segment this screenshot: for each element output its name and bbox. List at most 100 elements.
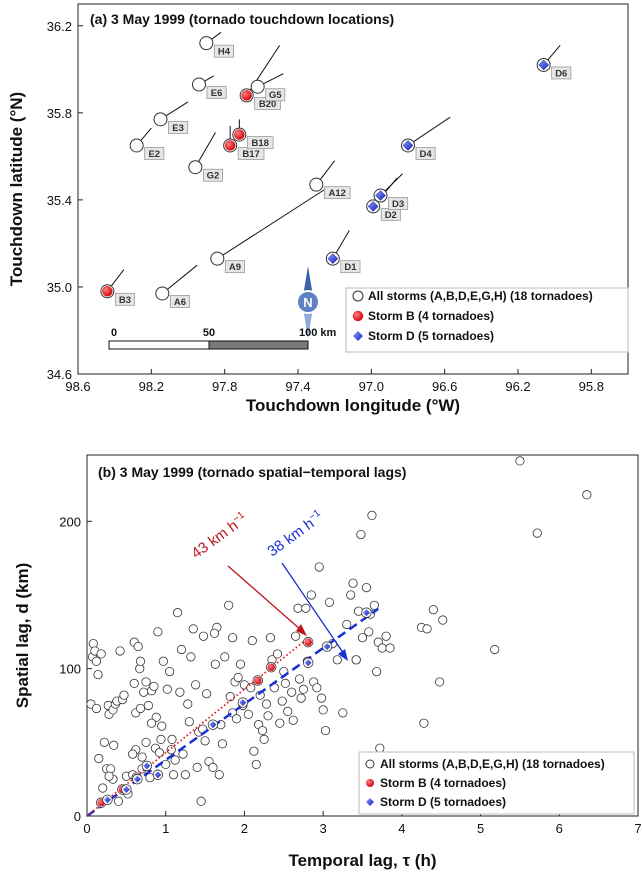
data-point-all (298, 684, 309, 694)
x-tick-label: 96.6 (432, 379, 457, 394)
data-point-all (217, 739, 227, 749)
point-label-box (144, 147, 165, 160)
data-point-all (435, 677, 445, 687)
compass-label: N (303, 295, 312, 310)
data-point-all (167, 734, 177, 744)
x-tick-label: 97.4 (285, 379, 310, 394)
legend-label: All storms (A,B,D,E,G,H) (18 tornadoes) (368, 289, 593, 303)
legend-box (358, 751, 635, 815)
legend-label: Storm B (4 tornadoes) (380, 776, 506, 790)
point-label-box (202, 168, 223, 182)
point-label-box (415, 147, 436, 160)
data-point-all (166, 745, 176, 755)
data-point-all (231, 714, 242, 724)
scale-bar-segment (108, 340, 210, 350)
scale-bar-label: 50 (203, 327, 215, 339)
x-tick-label: 97.8 (212, 379, 237, 394)
data-point-all (165, 666, 175, 677)
data-point-all (156, 734, 166, 744)
x-axis-label: Touchdown longitude (°W) (246, 396, 460, 415)
panel-a-location-map: 98.6 98.2 97.8 97.4 97.0 96.6 96.2 95.8 34.6 35.0… (7, 3, 629, 415)
point-label: E2 (148, 149, 160, 160)
data-point-all (186, 652, 196, 662)
data-point-all (422, 624, 432, 634)
legend-label: Storm B (4 tornadoes) (368, 309, 494, 323)
data-point-all (532, 528, 542, 538)
data-point-all (320, 725, 331, 736)
x-tick-label: 95.8 (579, 379, 604, 394)
point-label-box (323, 186, 351, 200)
data-point-all (259, 734, 269, 744)
annotation-arrow (227, 565, 302, 631)
data-point-all (228, 633, 238, 643)
data-point-all (209, 628, 220, 638)
data-point-all (146, 718, 157, 728)
data-point-all (162, 684, 172, 694)
data-point-d (239, 699, 247, 707)
point-label: G2 (207, 171, 220, 182)
x-tick-label: 2 (241, 821, 248, 836)
legend-marker-d (366, 798, 374, 806)
data-point-all (356, 529, 366, 540)
data-point-all (93, 669, 103, 680)
fit-line-storm-b (86, 637, 308, 817)
y-tick-label: 35.0 (47, 280, 72, 295)
data-point-all (275, 718, 285, 728)
x-tick-label: 98.6 (65, 379, 90, 394)
data-point-all (306, 590, 316, 600)
data-point-all (346, 590, 356, 600)
data-point-all (198, 631, 209, 641)
data-point-all (154, 748, 165, 758)
touchdown-marker (153, 112, 168, 127)
legend-marker-b (366, 779, 374, 787)
point-label: G5 (269, 90, 282, 101)
storm-b-marker (224, 140, 236, 151)
touchdown-marker (199, 36, 214, 51)
point-label: A12 (329, 188, 346, 199)
data-point-b (304, 638, 312, 646)
data-point-all (139, 687, 149, 697)
data-point-all (180, 770, 190, 780)
data-point-all (96, 649, 106, 659)
data-point-all (192, 762, 202, 772)
x-tick-label: 5 (477, 821, 484, 836)
data-point-all (184, 717, 194, 727)
data-point-all (225, 692, 235, 702)
data-point-all (287, 687, 297, 697)
data-point-d (103, 796, 111, 804)
data-point-all (280, 678, 290, 688)
point-label: H4 (218, 47, 231, 58)
data-point-d (122, 785, 130, 793)
data-point-all (249, 746, 259, 756)
y-tick-label: 34.6 (47, 367, 72, 382)
data-point-all (288, 715, 298, 725)
data-point-all (151, 712, 161, 722)
data-point-all (157, 721, 167, 731)
legend-marker-all (352, 290, 364, 302)
data-point-all (168, 770, 179, 780)
data-point-all (191, 680, 201, 690)
data-point-all (99, 737, 109, 747)
data-point-all (115, 646, 125, 656)
data-point-all (277, 696, 287, 706)
data-point-d (304, 659, 312, 667)
legend-label: All storms (A,B,D,E,G,H) (18 tornadoes) (380, 757, 605, 771)
annotation-arrow (281, 562, 345, 655)
data-point-d (133, 775, 141, 783)
point-label-box (246, 136, 274, 149)
storm-b-marker (234, 129, 245, 140)
data-point-all (357, 633, 368, 643)
data-point-all (104, 771, 114, 781)
data-point-all (214, 770, 224, 780)
y-tick-label: 0 (74, 809, 81, 824)
x-tick-label: 96.2 (505, 379, 530, 394)
touchdown-marker (250, 79, 265, 94)
storm-d-marker (367, 201, 379, 212)
legend-marker-all (365, 759, 375, 769)
legend-marker-b (352, 310, 364, 322)
x-tick-label: 0 (83, 821, 90, 836)
data-point-all (351, 655, 361, 665)
data-point-d (209, 721, 217, 729)
x-tick-label: 7 (634, 821, 641, 836)
